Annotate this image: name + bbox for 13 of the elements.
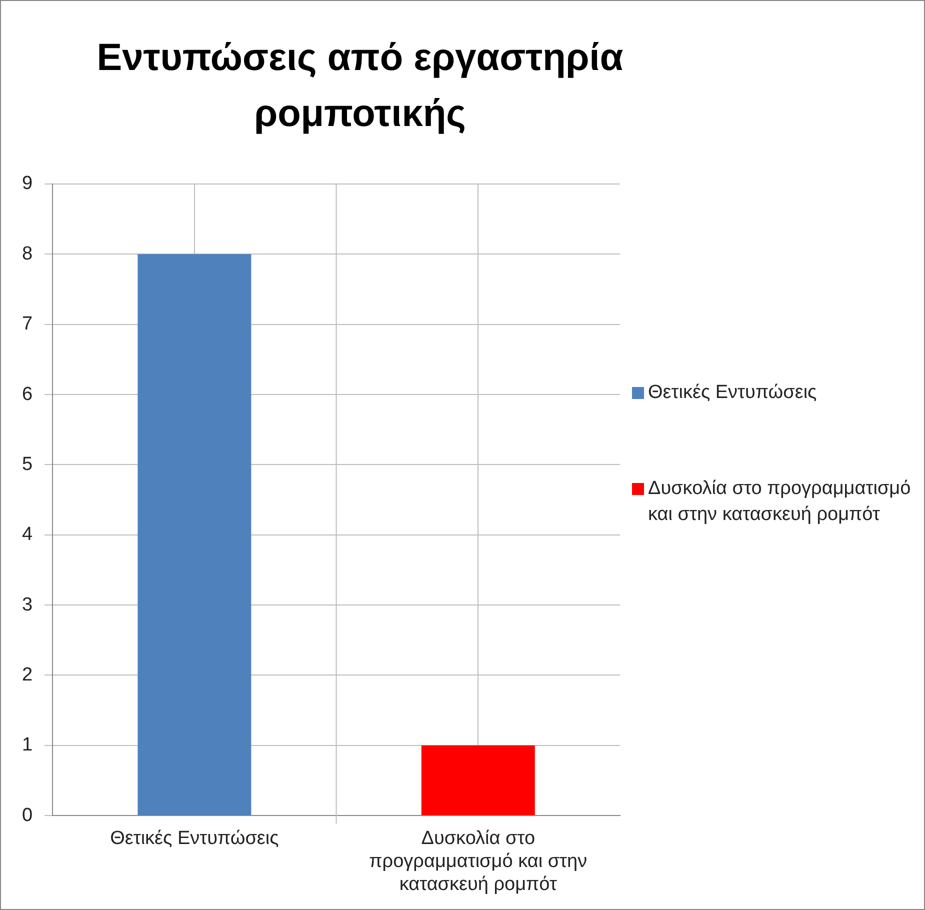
y-tick-label: 1 (22, 734, 33, 756)
legend-label: Δυσκολία στο προγραμματισμό και στην κατασκευή ρομπότ (648, 477, 912, 527)
y-tick-label: 8 (22, 243, 33, 264)
y-tick-label: 7 (22, 314, 33, 335)
y-tick-label: 6 (22, 384, 33, 405)
y-tick-label: 0 (22, 804, 33, 826)
chart-title: Εντυπώσεις από εργαστηρία ρομποτικής (96, 36, 624, 137)
y-tick-label: 4 (22, 524, 33, 546)
y-tick-label: 5 (22, 454, 33, 475)
y-tick-label: 3 (22, 594, 33, 616)
legend-label: Θετικές Εντυπώσεις (648, 381, 817, 405)
y-tick-label: 2 (22, 664, 33, 686)
y-tick-label: 9 (22, 173, 33, 194)
